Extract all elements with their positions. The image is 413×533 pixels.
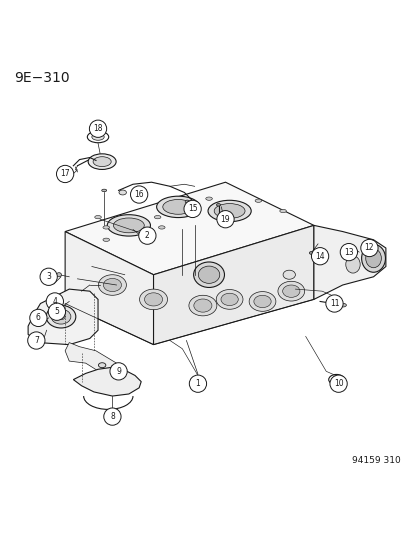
Circle shape xyxy=(360,239,377,256)
Text: 19: 19 xyxy=(220,215,230,224)
Ellipse shape xyxy=(249,292,275,311)
Ellipse shape xyxy=(338,303,346,307)
Text: 11: 11 xyxy=(329,299,338,308)
Circle shape xyxy=(339,244,357,261)
Ellipse shape xyxy=(87,131,109,143)
Ellipse shape xyxy=(144,293,162,306)
Circle shape xyxy=(183,200,201,217)
Ellipse shape xyxy=(361,244,385,272)
Ellipse shape xyxy=(102,189,107,192)
Ellipse shape xyxy=(113,218,144,233)
Ellipse shape xyxy=(162,199,193,214)
Circle shape xyxy=(110,363,127,380)
Ellipse shape xyxy=(214,204,244,219)
Circle shape xyxy=(89,120,107,138)
Ellipse shape xyxy=(98,274,126,295)
Text: 9E−310: 9E−310 xyxy=(14,71,69,85)
Ellipse shape xyxy=(107,215,150,236)
Ellipse shape xyxy=(92,134,104,140)
Ellipse shape xyxy=(93,157,111,167)
Ellipse shape xyxy=(282,285,299,297)
Ellipse shape xyxy=(216,289,242,309)
Ellipse shape xyxy=(198,266,219,284)
Text: 16: 16 xyxy=(134,190,144,199)
Circle shape xyxy=(48,303,65,320)
Text: 2: 2 xyxy=(145,231,150,240)
Polygon shape xyxy=(73,367,141,396)
Polygon shape xyxy=(28,289,98,345)
Ellipse shape xyxy=(88,154,116,169)
Circle shape xyxy=(40,268,57,285)
Ellipse shape xyxy=(205,197,212,200)
Polygon shape xyxy=(313,225,385,300)
Ellipse shape xyxy=(154,215,161,219)
Text: 94159 310: 94159 310 xyxy=(351,456,399,465)
Ellipse shape xyxy=(57,313,65,320)
Text: 6: 6 xyxy=(36,313,41,322)
Ellipse shape xyxy=(103,238,109,241)
Circle shape xyxy=(130,186,147,203)
Text: 4: 4 xyxy=(52,297,57,306)
Ellipse shape xyxy=(216,204,220,206)
Text: 13: 13 xyxy=(343,248,353,256)
Text: 1: 1 xyxy=(195,379,200,388)
Text: 7: 7 xyxy=(34,336,39,345)
Circle shape xyxy=(28,332,45,349)
Ellipse shape xyxy=(98,363,106,368)
Polygon shape xyxy=(153,225,313,345)
Text: 15: 15 xyxy=(188,205,197,213)
Ellipse shape xyxy=(328,375,344,385)
Text: 3: 3 xyxy=(46,272,51,281)
Circle shape xyxy=(30,309,47,327)
Text: 5: 5 xyxy=(55,307,59,316)
Ellipse shape xyxy=(309,252,313,254)
Circle shape xyxy=(329,375,347,392)
Ellipse shape xyxy=(253,295,271,308)
Ellipse shape xyxy=(156,196,199,217)
Text: 8: 8 xyxy=(110,412,114,421)
Circle shape xyxy=(311,248,328,265)
Text: 10: 10 xyxy=(333,379,342,388)
Circle shape xyxy=(325,295,342,312)
Ellipse shape xyxy=(254,199,261,203)
Ellipse shape xyxy=(119,190,126,195)
Ellipse shape xyxy=(282,270,295,279)
Ellipse shape xyxy=(46,305,76,328)
Text: 17: 17 xyxy=(60,169,70,179)
Circle shape xyxy=(216,211,234,228)
Text: 18: 18 xyxy=(93,124,102,133)
Circle shape xyxy=(56,165,74,183)
Text: 14: 14 xyxy=(315,252,324,261)
Text: 9: 9 xyxy=(116,367,121,376)
Ellipse shape xyxy=(345,256,359,273)
Polygon shape xyxy=(65,343,122,379)
Circle shape xyxy=(189,375,206,392)
Text: 12: 12 xyxy=(364,244,373,253)
Ellipse shape xyxy=(331,376,340,383)
Polygon shape xyxy=(65,231,153,345)
Ellipse shape xyxy=(139,289,167,310)
Ellipse shape xyxy=(279,209,286,213)
Circle shape xyxy=(46,293,63,310)
Ellipse shape xyxy=(103,278,121,292)
Ellipse shape xyxy=(193,299,211,312)
Ellipse shape xyxy=(365,249,380,268)
Polygon shape xyxy=(65,182,313,274)
Ellipse shape xyxy=(221,293,237,305)
Circle shape xyxy=(138,227,156,244)
Ellipse shape xyxy=(185,200,189,203)
Ellipse shape xyxy=(95,215,101,219)
Ellipse shape xyxy=(188,295,216,316)
Ellipse shape xyxy=(51,309,71,324)
Ellipse shape xyxy=(103,226,109,229)
Ellipse shape xyxy=(193,262,224,287)
Circle shape xyxy=(104,408,121,425)
Ellipse shape xyxy=(207,200,251,222)
Ellipse shape xyxy=(158,226,165,229)
Ellipse shape xyxy=(277,281,304,301)
Ellipse shape xyxy=(56,273,61,277)
